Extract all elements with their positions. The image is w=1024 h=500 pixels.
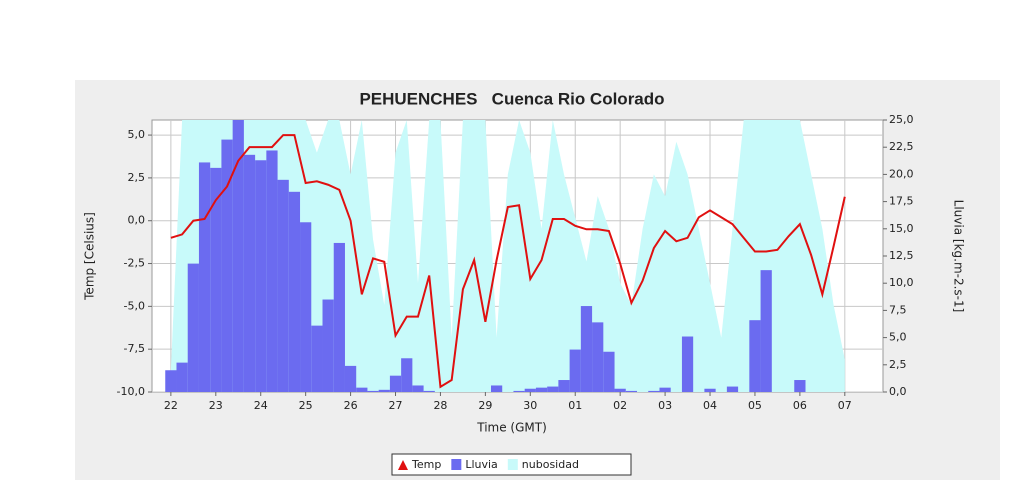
bar	[333, 242, 345, 392]
bar	[490, 385, 503, 392]
bar	[580, 306, 593, 392]
bar	[401, 358, 413, 392]
chart-title: PEHUENCHES Cuenca Rio Colorado	[359, 89, 664, 108]
legend-label: nubosidad	[522, 458, 579, 471]
bar	[513, 390, 525, 392]
x-tick-label: 22	[164, 399, 178, 412]
y-tick-label: 5,0	[128, 128, 146, 141]
bar	[412, 385, 424, 392]
bar	[648, 390, 660, 392]
bar	[389, 375, 402, 392]
bar	[704, 388, 716, 392]
y2-tick-label: 20,0	[889, 167, 914, 180]
y2-tick-label: 5,0	[889, 331, 907, 344]
y-tick-label: -5,0	[124, 299, 145, 312]
bar	[535, 387, 548, 392]
y2-tick-label: 17,5	[889, 195, 914, 208]
bar	[569, 349, 581, 392]
bar	[243, 154, 256, 392]
x-tick-label: 27	[389, 399, 403, 412]
bar	[592, 322, 604, 392]
bar	[625, 390, 638, 392]
x-tick-label: 30	[523, 399, 537, 412]
legend-marker	[451, 459, 462, 470]
bar	[760, 270, 772, 392]
x-tick-label: 04	[703, 399, 717, 412]
bar	[176, 362, 188, 392]
bar	[277, 179, 289, 392]
bar	[378, 389, 390, 392]
bar	[266, 150, 278, 392]
y2-tick-label: 22,5	[889, 140, 914, 153]
line	[170, 134, 846, 389]
bar	[198, 162, 211, 392]
y2-tick-label: 7,5	[889, 303, 907, 316]
y2-tick-label: 12,5	[889, 249, 914, 262]
y-tick-label: 0,0	[128, 214, 146, 227]
x-tick-label: 25	[299, 399, 313, 412]
bar	[221, 139, 233, 392]
bar	[726, 386, 739, 392]
bar	[547, 386, 559, 392]
bar	[311, 325, 323, 392]
x-axis-label: Time (GMT)	[476, 421, 547, 435]
bar	[300, 222, 312, 392]
x-tick-label: 06	[793, 399, 807, 412]
y2-tick-label: 15,0	[889, 222, 914, 235]
y-tick-label: -7,5	[124, 342, 145, 355]
bar	[255, 160, 267, 392]
x-tick-label: 26	[344, 399, 358, 412]
bar	[322, 299, 334, 392]
y2-tick-label: 25,0	[889, 113, 914, 126]
bar	[659, 387, 671, 392]
bar	[423, 390, 435, 392]
x-tick-label: 01	[568, 399, 582, 412]
x-tick-label: 03	[658, 399, 672, 412]
x-tick-label: 02	[613, 399, 627, 412]
bar	[749, 320, 761, 392]
bar	[367, 390, 379, 392]
y-tick-label: 2,5	[128, 171, 146, 184]
legend-marker	[507, 459, 518, 470]
bar	[614, 388, 626, 392]
legend-label: Lluvia	[465, 458, 497, 471]
y2-tick-label: 2,5	[889, 358, 907, 371]
y2-axis-label: Lluvia [kg.m-2.s-1]	[952, 200, 966, 313]
bar	[344, 365, 357, 392]
bar	[288, 191, 301, 392]
x-tick-label: 24	[254, 399, 268, 412]
y2-tick-label: 0,0	[889, 385, 907, 398]
y-axis-label: Temp [Celsius]	[83, 212, 97, 301]
y2-tick-label: 10,0	[889, 276, 914, 289]
bar	[356, 387, 368, 392]
bar	[603, 351, 615, 392]
x-tick-label: 05	[748, 399, 762, 412]
y-tick-label: -10,0	[117, 385, 145, 398]
bar	[165, 370, 177, 392]
bar	[794, 380, 806, 392]
bar	[232, 120, 244, 392]
x-tick-label: 28	[433, 399, 447, 412]
legend-marker	[398, 460, 408, 470]
bar	[210, 167, 222, 392]
plot-layer	[152, 120, 883, 392]
x-tick-label: 29	[478, 399, 492, 412]
legend-label: Temp	[411, 458, 441, 471]
y-tick-label: -2,5	[124, 257, 145, 270]
x-tick-label: 07	[838, 399, 852, 412]
bar	[681, 336, 694, 392]
bar	[558, 380, 570, 392]
bar	[187, 263, 199, 392]
bar	[524, 388, 536, 392]
x-tick-label: 23	[209, 399, 223, 412]
